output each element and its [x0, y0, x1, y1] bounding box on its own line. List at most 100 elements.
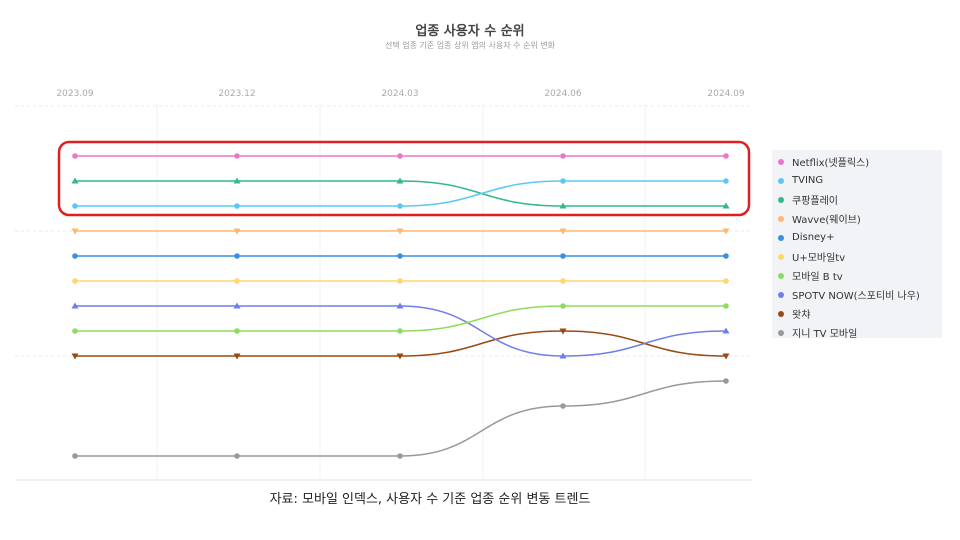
data-point[interactable]	[234, 453, 240, 459]
source-caption: 자료: 모바일 인덱스, 사용자 수 기준 업종 순위 변동 트렌드	[269, 492, 591, 507]
legend-marker-icon	[778, 196, 784, 203]
data-point[interactable]	[233, 353, 241, 360]
legend-marker-icon	[778, 158, 784, 165]
data-point[interactable]	[559, 328, 567, 335]
legend-item[interactable]: TVING	[772, 171, 942, 190]
data-point[interactable]	[723, 153, 729, 159]
data-point[interactable]	[72, 253, 78, 259]
data-point[interactable]	[234, 253, 240, 259]
legend-marker-icon	[778, 215, 784, 222]
legend-item[interactable]: 모바일 B tv	[772, 266, 942, 285]
legend-marker-icon	[778, 329, 784, 336]
legend-marker-icon	[778, 177, 784, 184]
series-group	[71, 302, 730, 359]
data-point[interactable]	[560, 303, 566, 309]
x-tick-label: 2024.06	[544, 89, 581, 99]
chart-grid	[15, 104, 752, 481]
legend-label: 모바일 B tv	[792, 272, 843, 283]
data-point[interactable]	[72, 453, 78, 459]
data-point[interactable]	[234, 153, 240, 159]
data-point[interactable]	[396, 177, 404, 184]
data-point[interactable]	[559, 202, 567, 209]
legend-item[interactable]: U+모바일tv	[772, 247, 942, 266]
data-point[interactable]	[234, 278, 240, 284]
data-point[interactable]	[72, 153, 78, 159]
data-point[interactable]	[233, 302, 241, 309]
data-point[interactable]	[72, 278, 78, 284]
data-point[interactable]	[723, 253, 729, 259]
data-point[interactable]	[397, 278, 403, 284]
legend-label: 쿠팡플레이	[792, 196, 838, 207]
data-point[interactable]	[396, 228, 404, 235]
data-point[interactable]	[72, 203, 78, 209]
data-point[interactable]	[71, 302, 79, 309]
data-point[interactable]	[560, 153, 566, 159]
legend-item[interactable]: 왓챠	[772, 304, 942, 323]
legend-item[interactable]: SPOTV NOW(스포티비 나우)	[772, 285, 942, 304]
data-point[interactable]	[560, 178, 566, 184]
series-line[interactable]	[74, 180, 726, 207]
series-line[interactable]	[75, 305, 726, 332]
series-group	[72, 253, 729, 259]
data-point[interactable]	[723, 378, 729, 384]
legend-label: 왓챠	[792, 310, 811, 321]
data-point[interactable]	[722, 353, 730, 360]
series-line[interactable]	[75, 180, 726, 207]
legend-marker-icon	[778, 253, 784, 260]
legend-marker-icon	[778, 234, 784, 241]
highlight-box	[57, 140, 751, 217]
legend-item[interactable]: Netflix(넷플릭스)	[772, 152, 942, 171]
data-point[interactable]	[723, 278, 729, 284]
data-point[interactable]	[559, 352, 567, 359]
series-line[interactable]	[75, 305, 727, 357]
series-group	[72, 303, 729, 334]
series-group	[71, 228, 730, 235]
legend-label: TVING	[792, 175, 824, 186]
legend-item[interactable]: 지니 TV 모바일	[772, 323, 942, 342]
series-group	[71, 177, 730, 209]
x-tick-label: 2024.09	[707, 89, 744, 99]
data-point[interactable]	[397, 253, 403, 259]
legend-item[interactable]: Disney+	[772, 228, 942, 247]
data-point[interactable]	[71, 228, 79, 235]
data-point[interactable]	[722, 202, 730, 209]
data-point[interactable]	[234, 203, 240, 209]
legend-label: Wavve(웨이브)	[792, 215, 861, 226]
data-point[interactable]	[396, 353, 404, 360]
data-point[interactable]	[233, 228, 241, 235]
data-point[interactable]	[234, 328, 240, 334]
x-tick-label: 2023.09	[56, 89, 93, 99]
x-tick-label: 2024.03	[381, 89, 418, 99]
data-point[interactable]	[397, 203, 403, 209]
legend-label: Netflix(넷플릭스)	[792, 158, 870, 169]
chart-subtitle: 선택 업종 기준 업종 상위 앱의 사용자 수 순위 변화	[384, 41, 556, 50]
data-point[interactable]	[396, 302, 404, 309]
data-point[interactable]	[233, 177, 241, 184]
data-point[interactable]	[71, 353, 79, 360]
series-group	[71, 328, 730, 360]
data-point[interactable]	[560, 403, 566, 409]
legend-marker-icon	[778, 310, 784, 317]
data-point[interactable]	[397, 328, 403, 334]
legend-item[interactable]: Wavve(웨이브)	[772, 209, 942, 228]
x-tick-label: 2023.12	[218, 89, 255, 99]
data-point[interactable]	[723, 178, 729, 184]
legend-label: 지니 TV 모바일	[792, 329, 858, 340]
data-point[interactable]	[397, 153, 403, 159]
legend-label: SPOTV NOW(스포티비 나우)	[792, 291, 920, 302]
data-point[interactable]	[72, 328, 78, 334]
data-point[interactable]	[397, 453, 403, 459]
data-point[interactable]	[722, 327, 730, 334]
series-group	[72, 278, 729, 284]
series-group	[72, 153, 729, 159]
series-line[interactable]	[75, 380, 727, 457]
data-point[interactable]	[723, 303, 729, 309]
series-group	[72, 378, 729, 459]
data-point[interactable]	[722, 228, 730, 235]
legend-item[interactable]: 쿠팡플레이	[772, 190, 942, 209]
data-point[interactable]	[71, 177, 79, 184]
data-point[interactable]	[560, 278, 566, 284]
series-line[interactable]	[75, 330, 727, 357]
data-point[interactable]	[559, 228, 567, 235]
data-point[interactable]	[560, 253, 566, 259]
